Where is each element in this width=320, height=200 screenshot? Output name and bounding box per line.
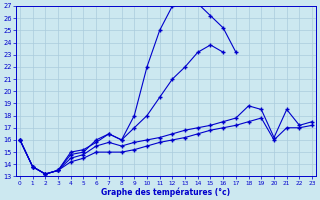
X-axis label: Graphe des températures (°c): Graphe des températures (°c) xyxy=(101,187,231,197)
